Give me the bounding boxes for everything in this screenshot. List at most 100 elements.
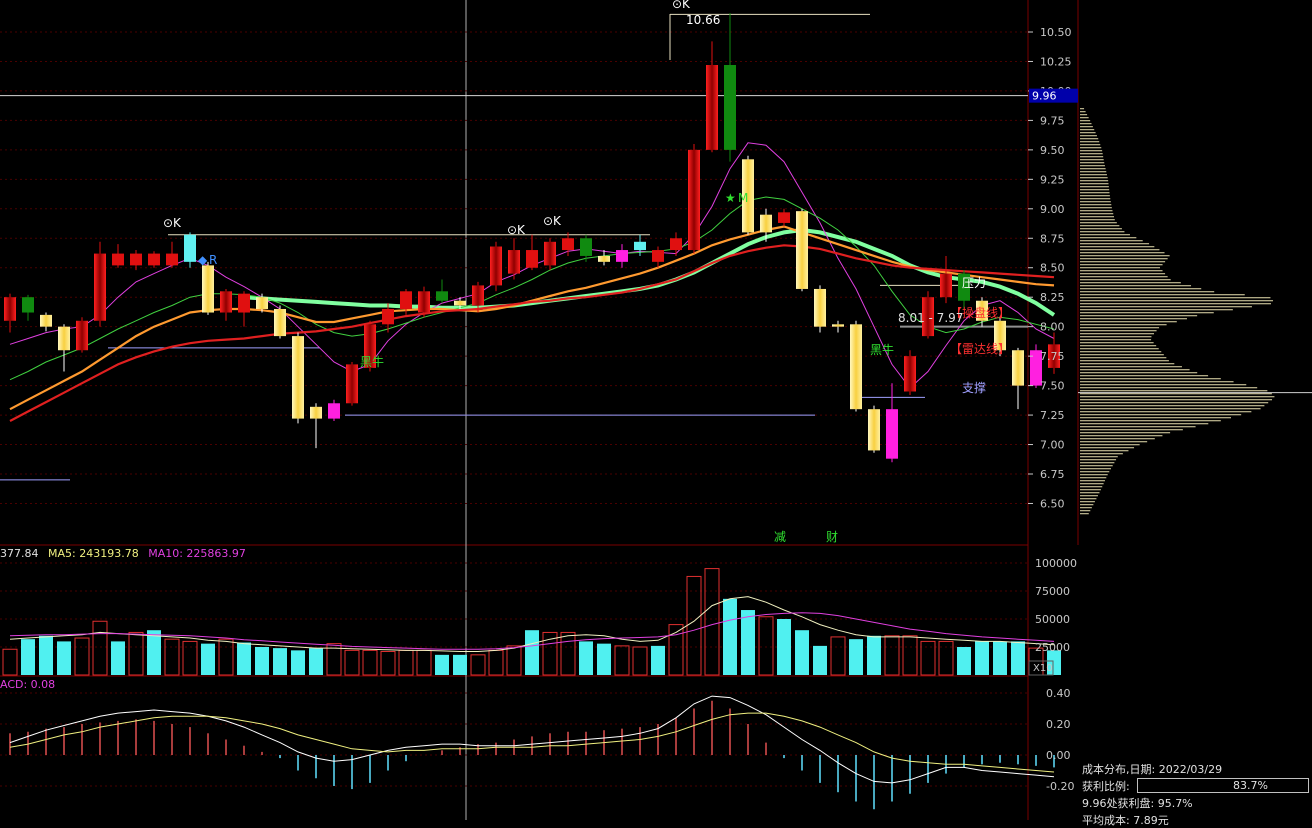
volume-tick-label: 25000 [1035,641,1070,654]
price-tick-label: 6.75 [1040,468,1065,481]
macd-tick-label: 0.00 [1046,749,1071,762]
chart-annotation: R [209,253,217,267]
volume-bar [291,650,305,675]
volume-bar [686,575,702,676]
volume-bar [57,641,71,675]
price-tick-label: 7.50 [1040,380,1065,393]
volume-tick-label: 50000 [1035,613,1070,626]
volume-bar [470,654,486,676]
volume-bar [525,630,539,675]
candle-body [310,406,322,419]
volume-bar [849,639,863,675]
candle-body [616,250,628,262]
volume-bar [884,635,900,676]
price-tick-label: 10.25 [1040,55,1072,68]
candle-body [94,253,106,321]
volume-bar [704,568,720,676]
macd-tick-label: 0.20 [1046,718,1071,731]
volume-bar [453,654,467,675]
ma-line-MA-orange [9,225,1055,411]
candle-body [832,324,844,327]
volume-bar [92,620,108,676]
volume-bar [201,643,215,675]
volume-bar [957,647,971,675]
volume-bar [597,643,611,675]
volume-bar [39,635,53,675]
candle-body [706,65,718,150]
profit-ratio-bar: 83.7% [1137,778,1309,793]
chart-annotation: 财 [826,530,838,544]
candle-body [202,265,214,313]
volume-bar [255,647,269,675]
volume-bar [398,649,414,676]
chart-annotation: 【操盘线】 [950,305,1010,320]
candle-body [544,241,556,266]
candle-body [814,288,826,327]
price-tick-label: 9.00 [1040,203,1065,216]
candle-body [292,336,304,419]
macd-tick-label: -0.20 [1046,780,1074,793]
price-tick-label: 8.50 [1040,262,1065,275]
volume-bar [488,649,504,676]
volume-value: 377.84 [0,547,39,560]
candle-body [22,297,34,313]
candle-body [436,291,448,301]
volume-bar [1011,641,1025,675]
price-tick-label: 7.25 [1040,409,1065,422]
volume-bar [632,646,648,676]
price-tick-label: 7.00 [1040,439,1065,452]
profit-ratio-label: 获利比例: [1082,780,1130,793]
volume-tick-label: 75000 [1035,585,1070,598]
candle-body [778,212,790,223]
candle-body [1012,350,1024,386]
volume-bar [147,630,161,675]
volume-bar [309,648,323,675]
volume-panel[interactable] [2,568,1061,676]
candle-body [76,320,88,351]
volume-bar [164,638,180,676]
macd-panel[interactable] [9,695,1055,810]
chart-annotation: 8.01 - 7.97 [898,311,963,325]
volume-bar [975,641,989,675]
price-tick-label: 9.75 [1040,114,1065,127]
candle-body [652,250,664,262]
volume-bar [128,631,144,676]
candle-body [688,149,700,251]
candle-body [508,250,520,274]
volume-bar [777,619,791,675]
volume-bar [723,598,737,675]
volume-bar [2,648,18,676]
candle-body [580,238,592,256]
candle-body [382,308,394,325]
chart-annotation: 【雷达线】 [950,342,1010,356]
volume-bar [867,635,881,675]
volume-bar [416,649,432,676]
candle-body [220,291,232,313]
volume-bar [614,645,630,676]
volume-bar [920,640,936,676]
volume-bar [273,648,287,675]
candle-body [454,300,466,306]
candle-body [562,238,574,251]
volume-bar [362,649,378,676]
current-price-label: 9.96 [1032,90,1057,103]
candle-body [4,297,16,321]
volume-tick-label: 100000 [1035,557,1077,570]
axis-layer: 10.5010.2510.009.759.509.259.008.758.508… [1028,26,1078,793]
candle-body [598,255,610,262]
candle-body [958,273,970,301]
chart-annotation: M [738,191,748,205]
volume-bar [938,640,954,676]
price-tick-label: 7.75 [1040,350,1065,363]
volume-bar [542,631,558,676]
profit-ratio-value: 83.7% [1233,779,1268,792]
price-tick-label: 9.25 [1040,173,1065,186]
price-tick-label: 8.25 [1040,291,1065,304]
candle-body [58,326,70,351]
candle-body [760,214,772,233]
chip-distribution [1078,108,1312,515]
volume-bar [902,635,918,676]
candle-body [472,285,484,306]
macd-label: ACD: 0.08 [0,678,56,691]
